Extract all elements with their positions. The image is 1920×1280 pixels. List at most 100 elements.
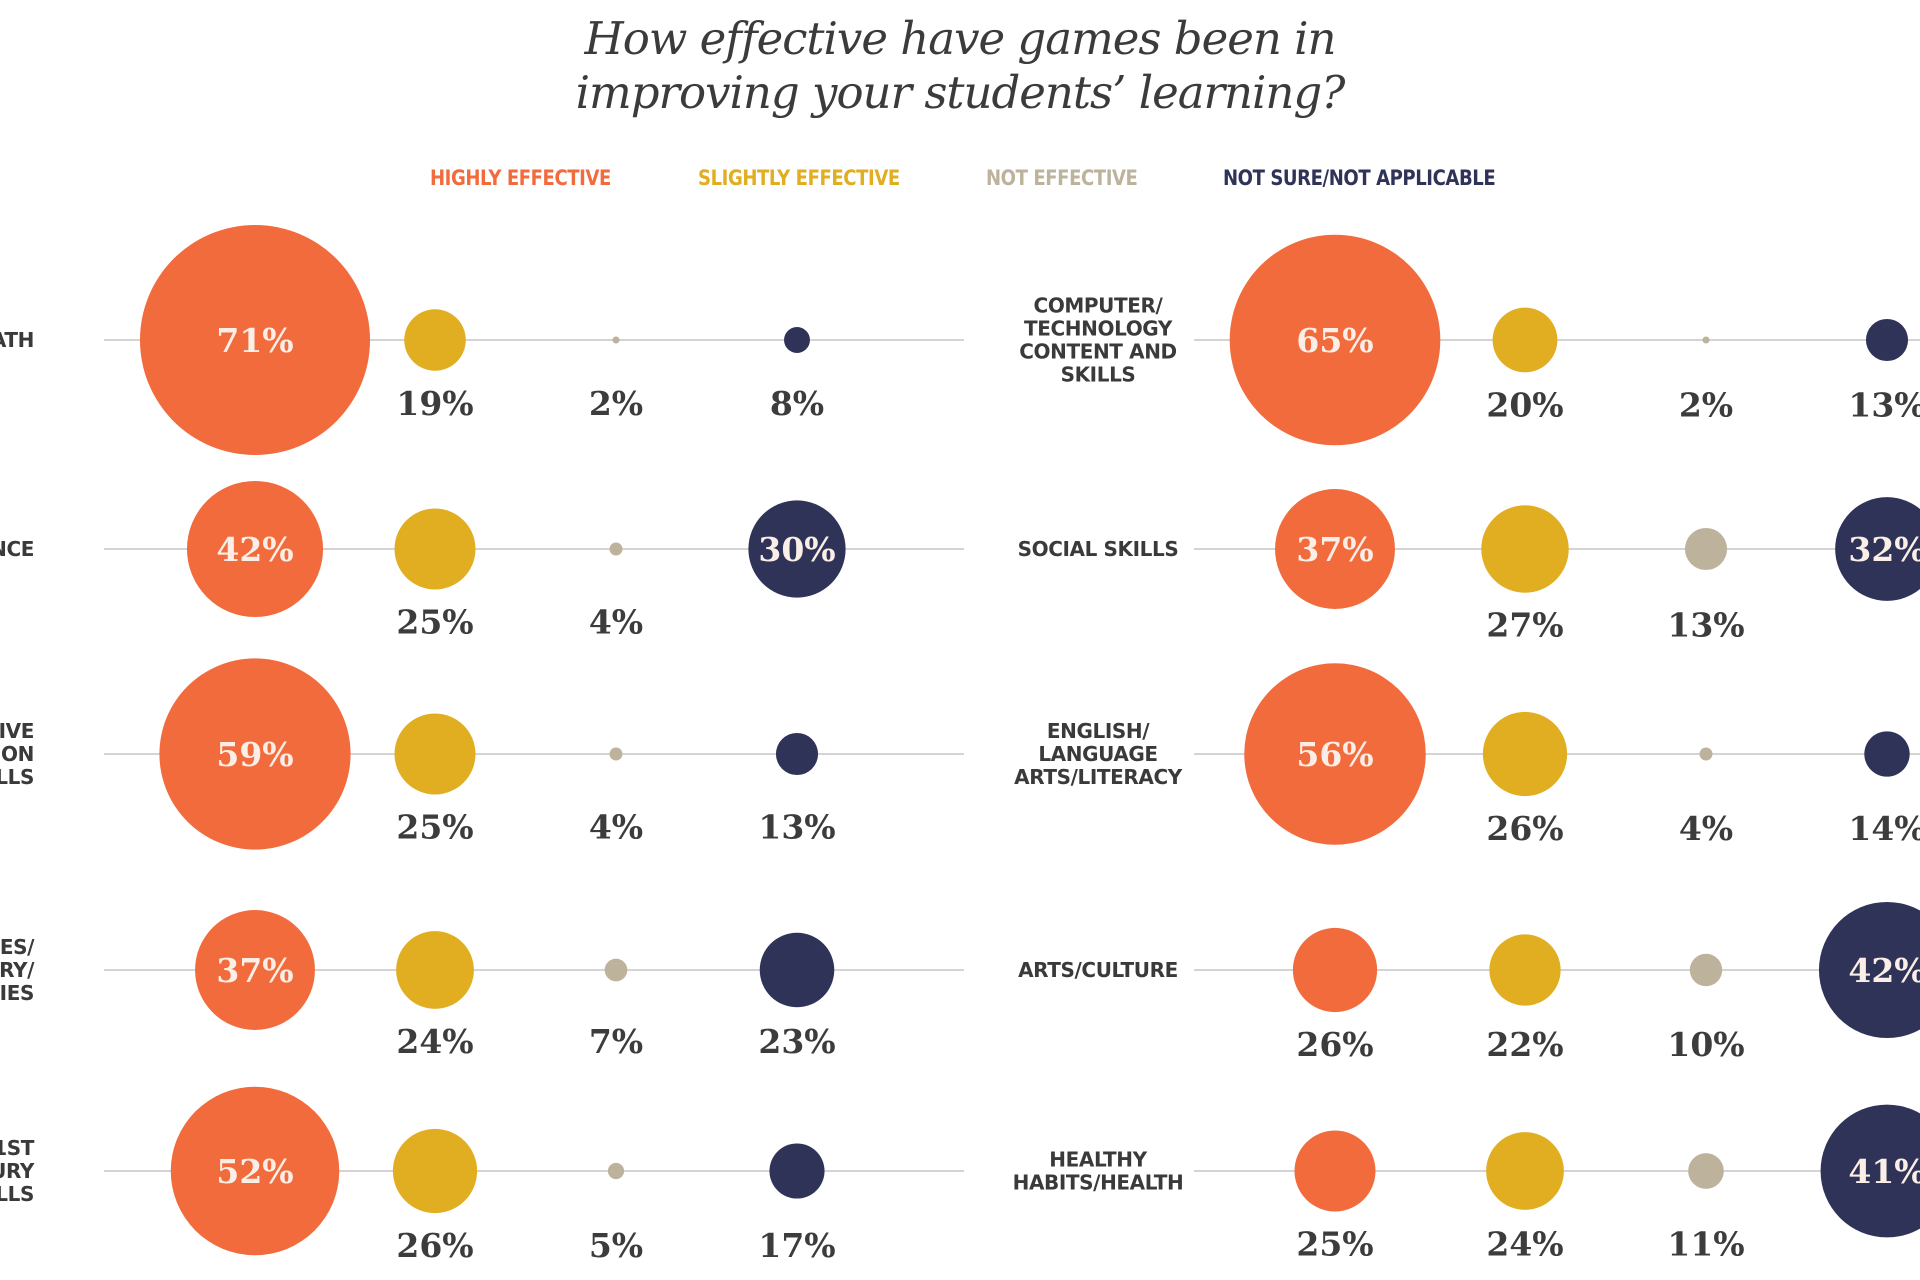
bubble-slightly xyxy=(394,713,476,795)
value-label: 4% xyxy=(589,603,643,642)
value-label: 26% xyxy=(1486,809,1563,848)
value-label: 19% xyxy=(396,384,473,423)
legend-item-not-effective: NOT EFFECTIVE xyxy=(986,166,1138,190)
value-label: 37% xyxy=(216,951,293,990)
row-label: STUDIES/TORY/ANITIES xyxy=(0,935,35,1005)
bubble-row: STUDIES/TORY/ANITIES 37% 24% 7% 23% xyxy=(0,910,964,1061)
bubble-unsure xyxy=(1818,901,1920,1039)
value-label: 37% xyxy=(1296,530,1373,569)
panel-right: COMPUTER/TECHNOLOGY CONTENT AND SKILLS 65% 2… xyxy=(1013,234,1920,1264)
value-label: 5% xyxy=(589,1226,643,1265)
row-label: ENGLISH/LANGUAGE ARTS/LITERACY xyxy=(1014,719,1183,789)
row-label: ENCE xyxy=(0,537,34,561)
value-label: 13% xyxy=(1848,385,1920,424)
chart-title: How effective have games been in improvi… xyxy=(0,12,1920,120)
legend-item-highly-effective: HIGHLY EFFECTIVE xyxy=(430,166,611,190)
row-label: 1STTURYILLS xyxy=(0,1136,35,1206)
value-label: 30% xyxy=(758,530,835,569)
bubble-highly xyxy=(186,480,324,618)
bubble-slightly xyxy=(1481,505,1569,593)
bubble-row: ARTS/CULTURE 26% 22% 10% 42% xyxy=(1018,901,1920,1064)
value-label: 10% xyxy=(1667,1025,1744,1064)
bubble-not xyxy=(1689,953,1723,987)
value-label: 13% xyxy=(758,808,835,847)
legend-item-not-sure: NOT SURE/NOT APPLICABLE xyxy=(1223,166,1496,190)
bubble-slightly xyxy=(392,1128,478,1214)
bubble-highly xyxy=(139,224,371,456)
value-label: 27% xyxy=(1486,606,1563,645)
bubble-not xyxy=(612,336,620,344)
value-label: 24% xyxy=(396,1022,473,1061)
bubble-highly xyxy=(170,1086,340,1256)
bubble-unsure xyxy=(784,327,810,353)
value-label: 56% xyxy=(1296,735,1373,774)
bubble-row: 1STTURYILLS 52% 26% 5% 17% xyxy=(0,1086,964,1265)
bubble-slightly xyxy=(396,931,474,1009)
bubble-highly xyxy=(1294,1130,1376,1212)
bubble-highly xyxy=(1275,489,1395,609)
bubble-highly xyxy=(1292,927,1378,1013)
value-label: 26% xyxy=(396,1226,473,1265)
bubble-not xyxy=(1684,527,1728,571)
chart-title-line-2: improving your students’ learning? xyxy=(575,66,1346,119)
value-label: 24% xyxy=(1486,1225,1563,1264)
row-label: ARTS/CULTURE xyxy=(1018,958,1178,982)
value-label: 22% xyxy=(1486,1025,1563,1064)
bubble-unsure xyxy=(1864,731,1910,777)
bubble-slightly xyxy=(1489,934,1561,1006)
bubble-not xyxy=(1688,1153,1724,1189)
value-label: 71% xyxy=(216,321,293,360)
bubble-unsure xyxy=(1835,497,1920,601)
bubble-not xyxy=(1699,747,1713,761)
value-label: 25% xyxy=(396,808,473,847)
bubble-slightly xyxy=(404,309,466,371)
value-label: 4% xyxy=(1679,809,1733,848)
value-label: 25% xyxy=(396,603,473,642)
bubble-row: COMPUTER/TECHNOLOGY CONTENT AND SKILLS 65% 2… xyxy=(1019,234,1920,446)
bubble-highly xyxy=(159,658,351,850)
bubble-unsure xyxy=(775,732,819,776)
bubble-unsure xyxy=(748,500,846,598)
value-label: 26% xyxy=(1296,1025,1373,1064)
bubble-row: ATH 71% 19% 2% 8% xyxy=(0,224,964,456)
value-label: 41% xyxy=(1848,1152,1920,1191)
bubble-slightly xyxy=(1492,307,1558,373)
value-label: 42% xyxy=(1848,951,1920,990)
row-label: SOCIAL SKILLS xyxy=(1018,537,1179,561)
row-label: HEALTHY HABITS/HEALTH xyxy=(1013,1148,1184,1195)
value-label: 2% xyxy=(589,384,643,423)
bubble-not xyxy=(609,542,623,556)
bubble-highly xyxy=(195,910,315,1030)
value-label: 42% xyxy=(216,530,293,569)
bubble-row: SOCIAL SKILLS 37% 27% 13% 32% xyxy=(1018,489,1920,645)
value-label: 7% xyxy=(589,1022,643,1061)
value-label: 65% xyxy=(1296,321,1373,360)
value-label: 11% xyxy=(1667,1225,1744,1264)
row-label: COMPUTER/TECHNOLOGY CONTENT AND SKILLS xyxy=(1019,294,1177,387)
chart-title-line-1: How effective have games been in xyxy=(584,12,1337,65)
bubble-unsure xyxy=(759,932,835,1008)
value-label: 13% xyxy=(1667,606,1744,645)
value-label: 4% xyxy=(589,808,643,847)
bubble-highly xyxy=(1229,234,1441,446)
row-label: CUTIVECTIONILLS xyxy=(0,719,34,789)
bubble-row: ENCE 42% 25% 4% 30% xyxy=(0,480,964,642)
value-label: 32% xyxy=(1848,530,1920,569)
row-label: ATH xyxy=(0,328,34,352)
bubble-unsure xyxy=(769,1143,825,1199)
bubble-slightly xyxy=(1482,711,1568,797)
value-label: 52% xyxy=(216,1152,293,1191)
legend-item-slightly-effective: SLIGHTLY EFFECTIVE xyxy=(698,166,900,190)
bubble-not xyxy=(1702,336,1710,344)
value-label: 25% xyxy=(1296,1225,1373,1264)
bubble-slightly xyxy=(394,508,476,590)
value-label: 17% xyxy=(758,1226,835,1265)
bubble-not xyxy=(609,747,623,761)
bubble-row: CUTIVECTIONILLS 59% 25% 4% 13% xyxy=(0,658,964,850)
bubble-row: HEALTHY HABITS/HEALTH 25% 24% 11% 41% xyxy=(1013,1104,1920,1264)
value-label: 8% xyxy=(770,384,824,423)
panel-left: ATH 71% 19% 2% 8% ENCE 42% 25% 4% 30% CUTIVECTIONI… xyxy=(0,224,964,1265)
bubble-row: ENGLISH/LANGUAGE ARTS/LITERACY 56% 26% 4% 14% xyxy=(1014,663,1920,848)
bubble-highly xyxy=(1244,663,1426,845)
